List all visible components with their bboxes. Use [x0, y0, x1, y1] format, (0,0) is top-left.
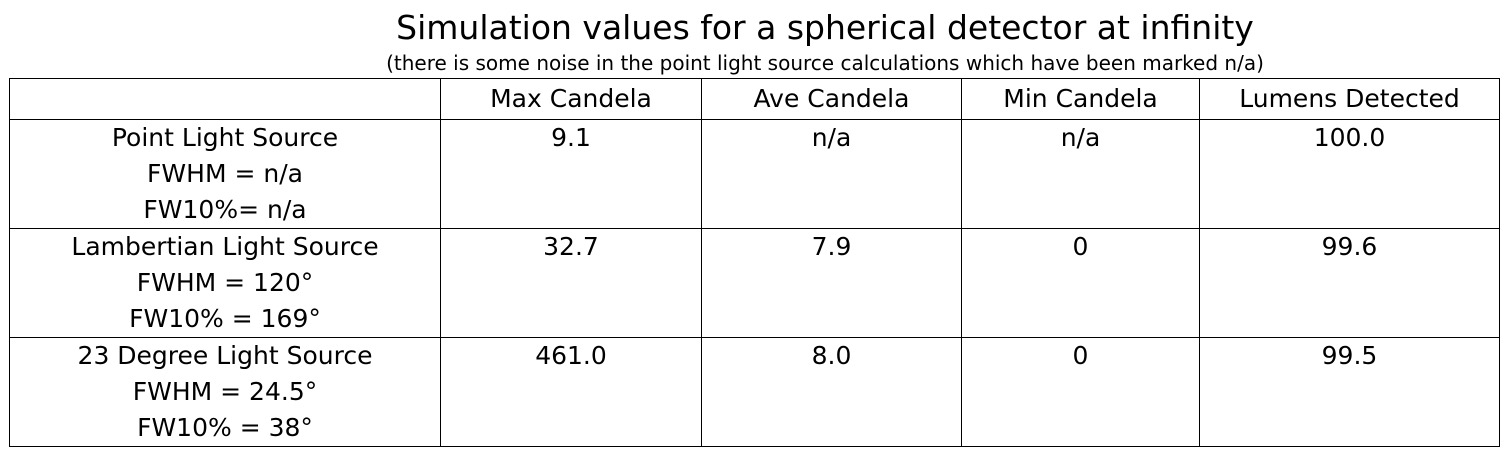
title: Simulation values for a spherical detect… — [396, 8, 1254, 47]
cell: 0 — [961, 228, 1200, 338]
cell: 0 — [961, 337, 1200, 447]
table: Max Candela Ave Candela Min Candela Lumens … — [9, 78, 1500, 447]
cell: n/a — [701, 119, 962, 229]
label-line: Lambertian Light Source — [71, 232, 379, 261]
label-line: Point Light Source — [111, 123, 339, 152]
header-cell: Lumens Detected — [1199, 78, 1500, 120]
subtitle: (there is some noise in the point light … — [386, 51, 1264, 75]
header-cell: Min Candela — [961, 78, 1200, 120]
cell: 99.5 — [1199, 337, 1500, 447]
label-line: FWHM = 120° — [136, 268, 314, 297]
cell: 100.0 — [1199, 119, 1500, 229]
label-line: FW10%= n/a — [143, 195, 307, 224]
row-label: 23 Degree Light Source FWHM = 24.5° FW10% … — [9, 337, 441, 447]
cell: 9.1 — [440, 119, 702, 229]
row-label: Lambertian Light Source FWHM = 120° FW10% … — [9, 228, 441, 338]
cell: 8.0 — [701, 337, 962, 447]
row: Point Light Source FWHM = n/a FW10%= n/a 9.… — [9, 119, 1500, 229]
cell: 99.6 — [1199, 228, 1500, 338]
label-line: FW10% = 38° — [137, 413, 313, 442]
cell: 461.0 — [440, 337, 702, 447]
label-line: 23 Degree Light Source — [77, 341, 373, 370]
row: Lambertian Light Source FWHM = 120° FW10% … — [9, 228, 1500, 338]
row: 23 Degree Light Source FWHM = 24.5° FW10% … — [9, 337, 1500, 447]
header-row: Max Candela Ave Candela Min Candela Lumens … — [9, 78, 1500, 120]
cell: n/a — [961, 119, 1200, 229]
label-line: FWHM = n/a — [147, 159, 303, 188]
header-cell — [9, 78, 441, 120]
row-label: Point Light Source FWHM = n/a FW10%= n/a — [9, 119, 441, 229]
cell: 32.7 — [440, 228, 702, 338]
header-cell: Ave Candela — [701, 78, 962, 120]
header-cell: Max Candela — [440, 78, 702, 120]
label-line: FW10% = 169° — [129, 304, 321, 333]
cell: 7.9 — [701, 228, 962, 338]
label-line: FWHM = 24.5° — [132, 377, 318, 406]
